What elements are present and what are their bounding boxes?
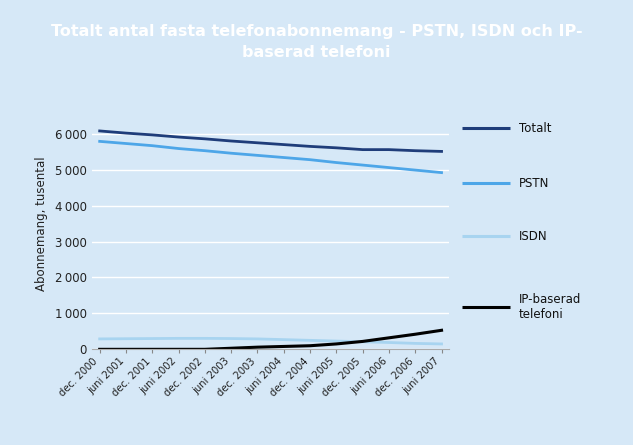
Text: ISDN: ISDN xyxy=(519,230,548,243)
Y-axis label: Abonnemang, tusental: Abonnemang, tusental xyxy=(35,156,48,291)
Text: Totalt: Totalt xyxy=(519,121,551,134)
Text: PSTN: PSTN xyxy=(519,177,549,190)
Text: IP-baserad
telefoni: IP-baserad telefoni xyxy=(519,292,581,320)
Text: Totalt antal fasta telefonabonnemang - PSTN, ISDN och IP-
baserad telefoni: Totalt antal fasta telefonabonnemang - P… xyxy=(51,24,582,60)
